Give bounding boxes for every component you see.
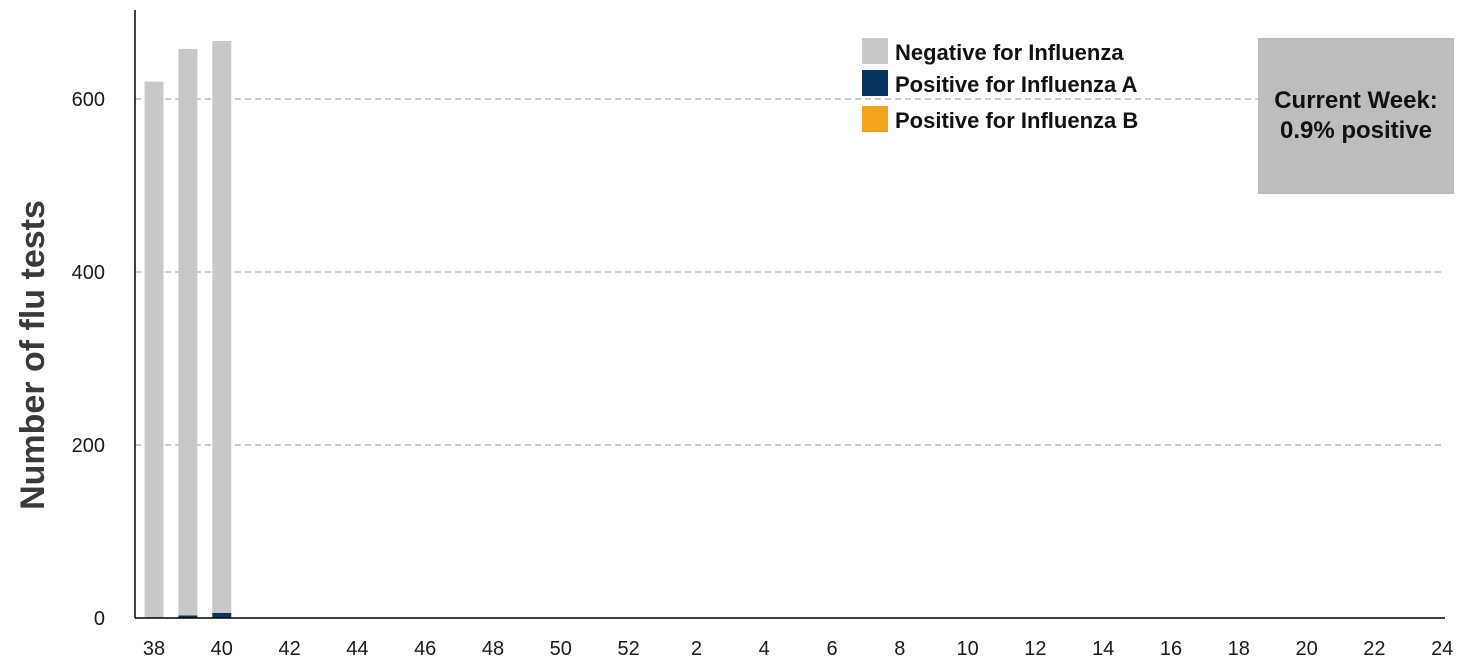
legend-text-bg bbox=[888, 108, 1204, 134]
y-tick-label: 400 bbox=[72, 262, 105, 284]
y-axis-label: Number of flu tests bbox=[14, 200, 52, 510]
legend-swatch bbox=[862, 70, 888, 96]
x-tick-labels: 38 40 42 44 46 48 50 52 2 4 6 8 10 12 14 16 18 20 22 24 bbox=[143, 638, 1453, 660]
x-tick-label: 42 bbox=[278, 638, 300, 660]
x-tick-label: 14 bbox=[1092, 638, 1114, 660]
x-tick-label: 10 bbox=[956, 638, 978, 660]
legend-label: Positive for Influenza B bbox=[895, 108, 1138, 133]
y-tick-label: 600 bbox=[72, 89, 105, 111]
bar bbox=[212, 41, 232, 613]
x-tick-label: 4 bbox=[759, 638, 770, 660]
axes bbox=[134, 10, 1445, 619]
grid-lines bbox=[135, 98, 1445, 446]
bar bbox=[212, 612, 232, 618]
y-tick-label: 200 bbox=[72, 435, 105, 457]
bar bbox=[144, 81, 164, 618]
x-tick-label: 8 bbox=[894, 638, 905, 660]
x-tick-label: 46 bbox=[414, 638, 436, 660]
x-tick-label: 40 bbox=[211, 638, 233, 660]
x-tick-label: 48 bbox=[482, 638, 504, 660]
x-tick-label: 6 bbox=[826, 638, 837, 660]
legend: Negative for Influenza Positive for Influ… bbox=[862, 38, 1204, 134]
x-tick-label: 20 bbox=[1295, 638, 1317, 660]
x-tick-label: 24 bbox=[1431, 638, 1453, 660]
y-tick-label: 0 bbox=[94, 608, 105, 630]
current-week-text: Current Week: 0.9% positive bbox=[1274, 87, 1438, 144]
x-tick-label: 18 bbox=[1228, 638, 1250, 660]
x-tick-label: 16 bbox=[1160, 638, 1182, 660]
x-tick-label: 50 bbox=[550, 638, 572, 660]
x-tick-label: 22 bbox=[1363, 638, 1385, 660]
x-tick-label: 2 bbox=[691, 638, 702, 660]
y-tick-labels: 0 200 400 600 bbox=[72, 89, 105, 630]
legend-swatch bbox=[862, 106, 888, 132]
legend-label: Positive for Influenza A bbox=[895, 72, 1138, 97]
bar bbox=[178, 48, 198, 616]
legend-text-bg bbox=[888, 40, 1204, 66]
x-tick-label: 52 bbox=[617, 638, 639, 660]
x-tick-label: 44 bbox=[346, 638, 368, 660]
legend-text-bg bbox=[888, 72, 1204, 98]
legend-label: Negative for Influenza bbox=[895, 40, 1124, 65]
current-week-callout: Current Week: 0.9% positive bbox=[1258, 38, 1454, 194]
x-tick-label: 12 bbox=[1024, 638, 1046, 660]
bars bbox=[144, 41, 232, 618]
legend-swatch bbox=[862, 38, 888, 64]
x-tick-label: 38 bbox=[143, 638, 165, 660]
bar bbox=[178, 615, 198, 618]
